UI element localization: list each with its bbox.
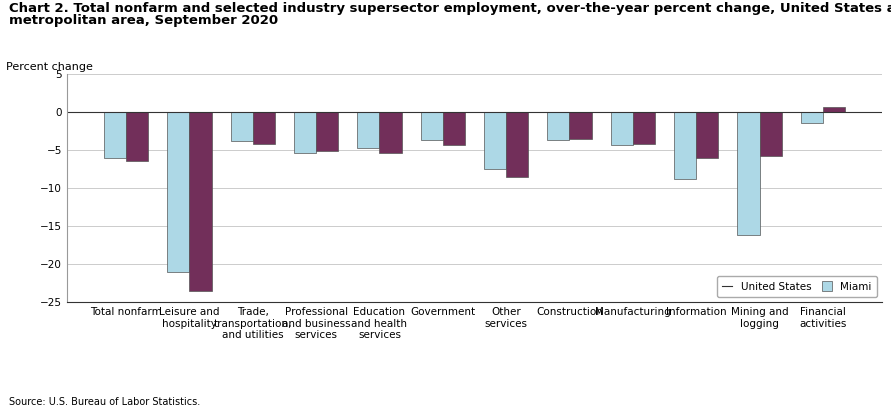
Bar xyxy=(569,112,592,139)
Bar xyxy=(421,112,443,140)
Bar xyxy=(316,112,339,151)
Bar xyxy=(759,112,781,156)
Bar xyxy=(294,112,316,153)
Bar xyxy=(380,112,402,153)
Bar xyxy=(126,112,148,162)
Bar xyxy=(168,112,190,272)
Bar xyxy=(610,112,633,145)
Bar xyxy=(231,112,253,141)
Bar xyxy=(443,112,465,145)
Bar xyxy=(506,112,528,177)
Bar xyxy=(696,112,718,157)
Bar xyxy=(104,112,126,157)
Bar xyxy=(738,112,759,235)
Bar xyxy=(674,112,696,179)
Text: Source: U.S. Bureau of Labor Statistics.: Source: U.S. Bureau of Labor Statistics. xyxy=(9,397,200,407)
Bar xyxy=(801,112,823,122)
Text: Chart 2. Total nonfarm and selected industry supersector employment, over-the-ye: Chart 2. Total nonfarm and selected indu… xyxy=(9,2,891,15)
Bar xyxy=(253,112,275,144)
Bar xyxy=(547,112,569,140)
Bar xyxy=(190,112,211,291)
Bar xyxy=(484,112,506,169)
Bar xyxy=(357,112,380,148)
Legend: United States, Miami: United States, Miami xyxy=(716,276,877,297)
Bar xyxy=(633,112,655,144)
Text: metropolitan area, September 2020: metropolitan area, September 2020 xyxy=(9,14,278,28)
Bar xyxy=(823,107,845,112)
Text: Percent change: Percent change xyxy=(5,62,93,72)
